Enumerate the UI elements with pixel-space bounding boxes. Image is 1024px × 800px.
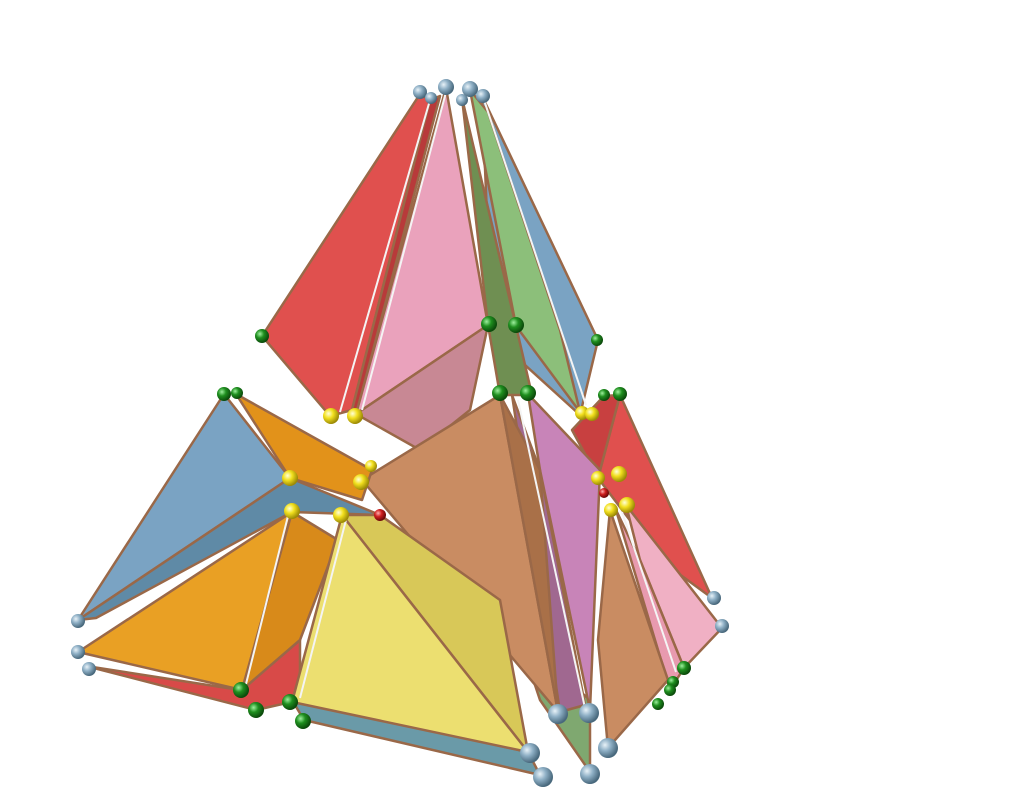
vertex-yellow [604, 503, 618, 517]
vertex-yellow [365, 460, 377, 472]
vertex-yellow [323, 408, 339, 424]
vertex-green [664, 684, 676, 696]
vertex-grey [707, 591, 721, 605]
vertex-grey [413, 85, 427, 99]
middle-cluster [360, 392, 602, 774]
vertex-green [233, 682, 249, 698]
vertex-green [282, 694, 298, 710]
vertex-green [217, 387, 231, 401]
vertex-yellow [619, 497, 635, 513]
vertex-green [598, 389, 610, 401]
vertex-grey [82, 662, 96, 676]
vertex-grey [456, 94, 468, 106]
edge-highlight-6 [245, 515, 289, 685]
edge-highlight-3 [483, 99, 587, 406]
face-green-top [468, 88, 582, 414]
vertex-grey [425, 92, 437, 104]
vertex-grey [462, 81, 478, 97]
vertex-red [374, 509, 386, 521]
vertex-yellow [611, 466, 627, 482]
vertex-green [591, 334, 603, 346]
vertex-yellow [591, 471, 605, 485]
vertex-yellow [282, 470, 298, 486]
vertex-yellow [585, 407, 599, 421]
vertex-green [520, 385, 536, 401]
left-cluster [76, 392, 382, 712]
edge-highlight-5 [517, 399, 586, 709]
vertex-green [248, 702, 264, 718]
vertex-green [295, 713, 311, 729]
vertex-yellow [353, 474, 369, 490]
edge-highlight-1 [339, 99, 431, 413]
vertex-green [492, 385, 508, 401]
vertex-green [677, 661, 691, 675]
edge-highlight-4 [621, 511, 677, 673]
face-brown-shade [498, 393, 560, 714]
vertex-grey [715, 619, 729, 633]
vertex-green [481, 316, 497, 332]
vertex-green [231, 387, 243, 399]
vertex-grey [71, 645, 85, 659]
vertex-yellow [333, 507, 349, 523]
vertex-green [613, 387, 627, 401]
vertex-grey [438, 79, 454, 95]
vertex-grey [476, 89, 490, 103]
face-orange-back [234, 392, 374, 502]
vertex-yellow [347, 408, 363, 424]
face-pink-lower [354, 323, 490, 452]
vertex-grey [580, 764, 600, 784]
vertex-grey [579, 703, 599, 723]
front-cluster [290, 513, 542, 777]
top-cluster [260, 86, 600, 452]
edge-highlight-2 [361, 91, 447, 411]
vertex-markers [71, 79, 729, 787]
right-cluster [570, 393, 724, 750]
vertex-red [599, 488, 609, 498]
vertex-grey [548, 704, 568, 724]
vertex-grey [520, 743, 540, 763]
vertex-yellow [284, 503, 300, 519]
edge-highlight-7 [299, 519, 347, 699]
vertex-green [508, 317, 524, 333]
vertex-grey [71, 614, 85, 628]
face-yellow [290, 513, 530, 754]
vertex-grey [533, 767, 553, 787]
vertex-grey [598, 738, 618, 758]
vertex-green [652, 698, 664, 710]
vertex-green [255, 329, 269, 343]
